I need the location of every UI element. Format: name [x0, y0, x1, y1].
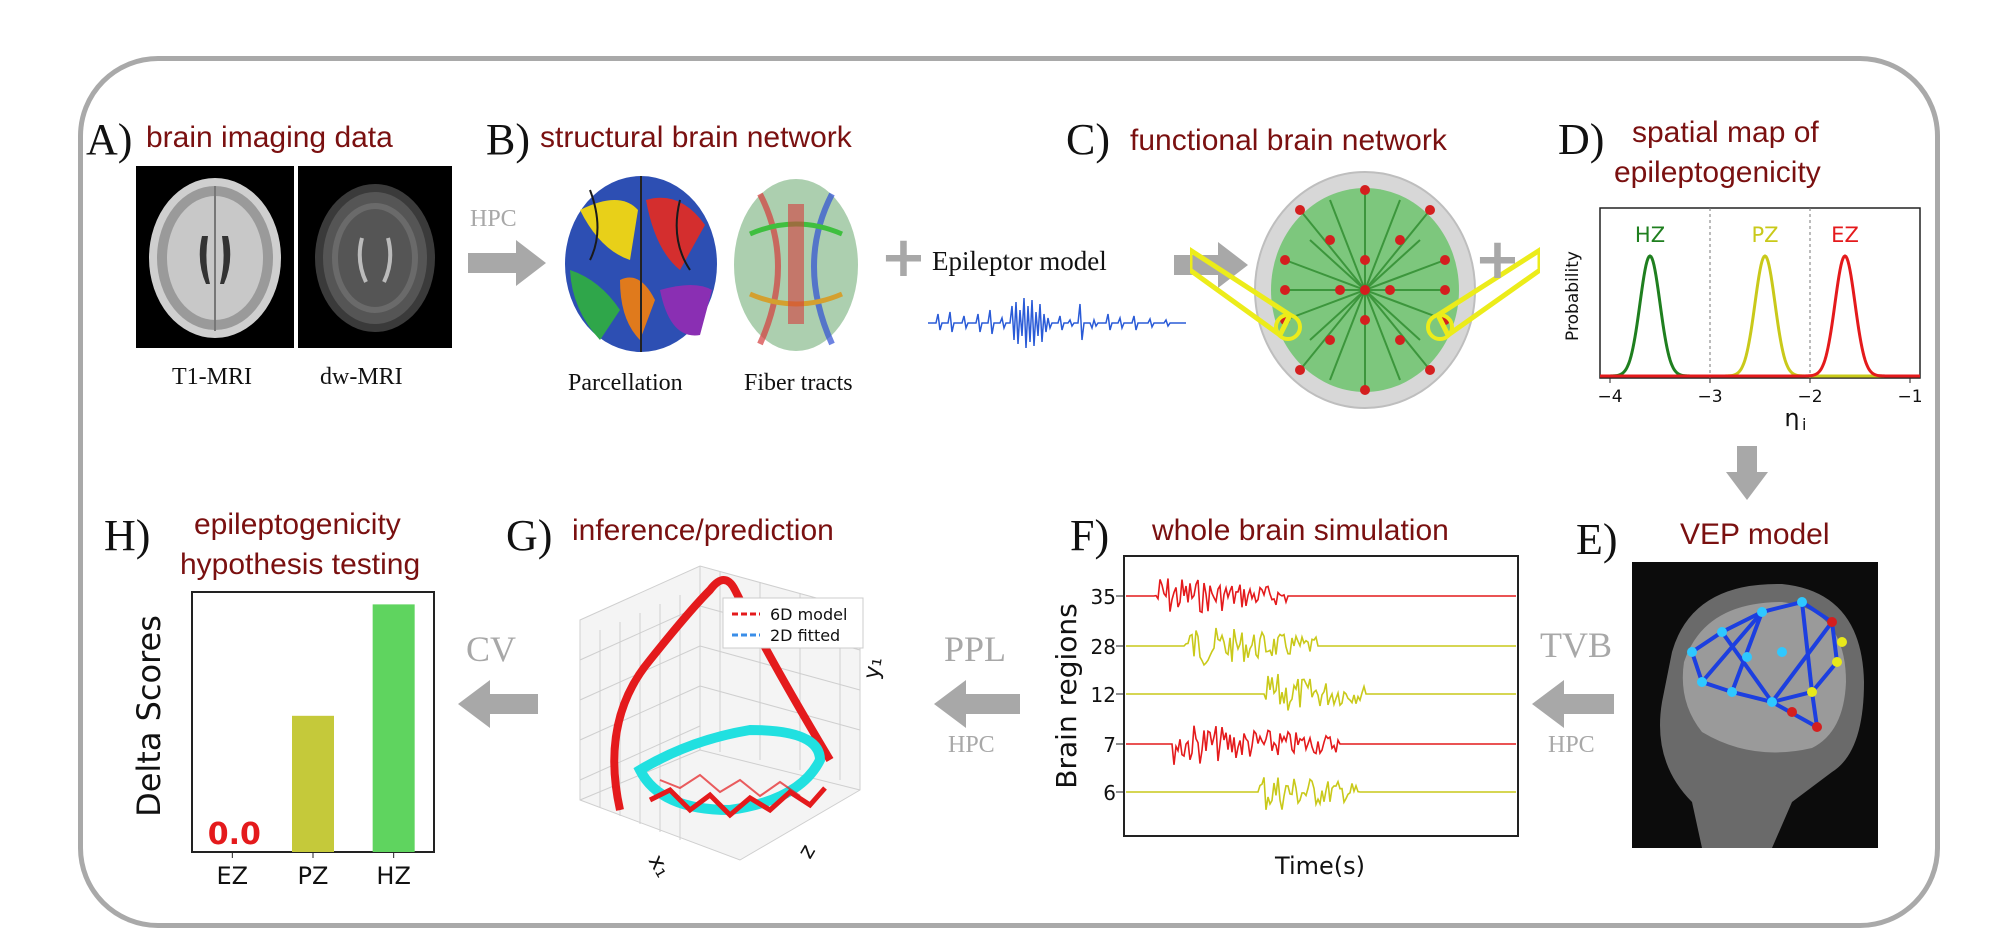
chart-f-region-label-28: 28 [1091, 635, 1116, 659]
chart-d-zone-label-ez: EZ [1831, 223, 1859, 247]
axis-y1-label: y₁ [859, 655, 887, 681]
fiber-tracts-caption: Fiber tracts [744, 370, 853, 396]
figure-frame [78, 56, 1940, 928]
plus-icon-1: + [880, 225, 927, 290]
chart-h-bar-pz [292, 715, 334, 852]
plus-icon-2: + [1474, 227, 1521, 292]
chart-h-category-label-hz: HZ [376, 862, 411, 890]
chart-f-trace-28 [1126, 627, 1516, 667]
panel-e-letter: E) [1576, 515, 1618, 564]
chart-d-xlabel-sub: i [1802, 415, 1806, 430]
chart-d-tick-label-3: −1 [1897, 387, 1922, 407]
panel-a-title: brain imaging data [146, 121, 393, 154]
panel-c-letter: C) [1066, 115, 1110, 164]
chart-f-trace-6 [1126, 777, 1516, 810]
axis-x1-label: x₁ [643, 851, 676, 881]
arrow-d-to-e [1726, 446, 1768, 500]
arrow-g-to-h [458, 680, 538, 728]
chart-d-zone-label-hz: HZ [1635, 223, 1665, 247]
chart-d-curve-ez [1600, 254, 1920, 378]
legend-6d-model: 6D model [770, 605, 847, 624]
chart-f-ylabel: Brain regions [1050, 603, 1083, 788]
chart-h-bar-hz [372, 604, 415, 852]
arrow-ppl-label: PPL [944, 629, 1007, 669]
chart-d-tick-label-0: −4 [1597, 387, 1622, 407]
panel-g-title: inference/prediction [572, 514, 834, 547]
chart-h-category-label-pz: PZ [298, 862, 329, 890]
axis-z-label: z [794, 840, 821, 863]
chart-d-plot-area [1599, 207, 1921, 379]
dw-mri-image [298, 166, 452, 348]
arrow-tvb-label: TVB [1540, 625, 1612, 665]
epileptor-model-label: Epileptor model [932, 246, 1107, 276]
panel-h-letter: H) [104, 511, 151, 560]
panel-e-title: VEP model [1680, 518, 1830, 551]
chart-d-tick-label-1: −3 [1697, 387, 1722, 407]
chart-f-trace-12 [1126, 673, 1516, 711]
chart-d-zone-label-pz: PZ [1751, 223, 1778, 247]
t1-mri-image [136, 166, 294, 348]
arrow-hpc-label-1: HPC [470, 206, 517, 232]
panel-b-title: structural brain network [540, 121, 852, 154]
arrow-cv-label: CV [466, 629, 517, 669]
dw-mri-caption: dw-MRI [320, 364, 403, 390]
panel-a-letter: A) [86, 115, 133, 164]
chart-d-tick-label-2: −2 [1797, 387, 1822, 407]
vep-model-image [1632, 562, 1878, 848]
panel-f-title: whole brain simulation [1152, 514, 1449, 547]
epileptor-signal-trace [928, 297, 1186, 349]
arrow-f-to-g [934, 680, 1020, 728]
epileptogenicity-distribution-chart: Probability η i −4 −3 −2 −1 HZ PZ EZ [1563, 207, 1923, 430]
panel-d-title-line1: spatial map of [1632, 116, 1819, 149]
chart-h-ylabel: Delta Scores [130, 615, 168, 817]
panel-b-letter: B) [486, 115, 530, 164]
panel-h-title-line2: hypothesis testing [180, 548, 421, 581]
panel-d-letter: D) [1558, 115, 1605, 164]
chart-d-ylabel: Probability [1563, 251, 1583, 341]
chart-h-category-label-ez: EZ [217, 862, 249, 890]
whole-brain-simulation-chart: Brain regions Time(s) 35 28 12 7 6 [1050, 555, 1519, 880]
delta-scores-bar-chart: Delta Scores EZ PZ HZ 0.0 [130, 591, 435, 890]
chart-f-region-label-6: 6 [1103, 781, 1116, 805]
parcellation-caption: Parcellation [568, 370, 683, 396]
arrow-hpc-label-3: HPC [948, 732, 995, 758]
parcellation-brain-image [565, 176, 717, 352]
chart-f-region-label-35: 35 [1091, 585, 1116, 609]
t1-mri-caption: T1-MRI [172, 364, 252, 390]
panel-g-letter: G) [506, 511, 553, 560]
panel-h-title-line1: epileptogenicity [194, 508, 401, 541]
panel-c-title: functional brain network [1130, 124, 1447, 157]
chart-f-trace-35 [1126, 578, 1516, 614]
arrow-e-to-f [1532, 680, 1614, 728]
arrow-a-to-b [468, 240, 546, 286]
legend-2d-fitted: 2D fitted [770, 626, 840, 645]
chart-f-trace-7 [1126, 725, 1516, 765]
panel-f-letter: F) [1070, 511, 1110, 560]
chart-f-region-label-12: 12 [1091, 683, 1116, 707]
chart-f-xlabel: Time(s) [1274, 852, 1365, 880]
inference-phase-space-plot: 6D model 2D fitted y₁ x₁ z [579, 565, 888, 881]
panel-d-title-line2: epileptogenicity [1614, 156, 1821, 189]
functional-network-image [1190, 171, 1540, 409]
chart-h-zero-value-label: 0.0 [208, 817, 261, 852]
arrow-hpc-label-2: HPC [1548, 732, 1595, 758]
fiber-tracts-image [734, 179, 858, 351]
chart-f-region-label-7: 7 [1103, 733, 1116, 757]
chart-d-xlabel: η [1784, 404, 1799, 430]
